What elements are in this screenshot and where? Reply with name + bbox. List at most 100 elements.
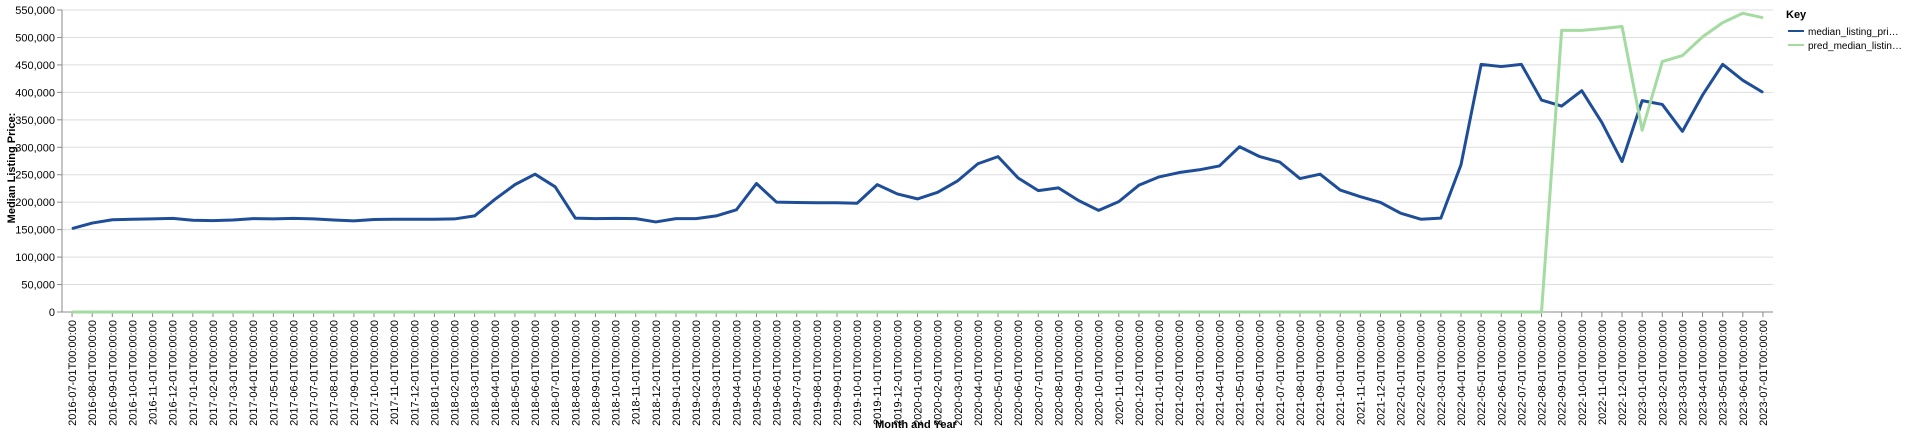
axes <box>57 9 1773 317</box>
data-point <box>534 311 536 313</box>
data-point <box>1561 29 1563 31</box>
x-tick-label: 2022-04-01T00:00:00 <box>1456 320 1468 426</box>
data-point <box>1098 311 1100 313</box>
x-tick-label: 2023-06-01T00:00:00 <box>1738 320 1750 426</box>
x-tick-label: 2021-06-01T00:00:00 <box>1255 320 1267 426</box>
data-point <box>554 186 556 188</box>
x-tick-label: 2021-11-01T00:00:00 <box>1355 320 1367 425</box>
x-tick-label: 2020-04-01T00:00:00 <box>973 320 985 426</box>
x-tick-label: 2020-08-01T00:00:00 <box>1053 320 1065 426</box>
data-point <box>1178 171 1180 174</box>
data-point <box>574 311 576 313</box>
data-point <box>1178 311 1180 313</box>
data-point <box>836 311 838 313</box>
data-point <box>1540 311 1543 313</box>
data-point <box>614 311 617 313</box>
x-tick-label: 2022-11-01T00:00:00 <box>1597 320 1609 425</box>
data-point <box>91 311 93 313</box>
data-point <box>453 311 456 313</box>
x-tick-label: 2016-10-01T00:00:00 <box>127 320 139 426</box>
data-point <box>1319 173 1321 175</box>
x-tick-label: 2021-12-01T00:00:00 <box>1375 320 1387 426</box>
x-tick-label: 2019-09-01T00:00:00 <box>832 320 844 426</box>
data-point <box>1701 36 1704 38</box>
data-point <box>1098 209 1100 212</box>
data-point <box>514 311 516 313</box>
y-tick-label: 300,000 <box>15 142 55 154</box>
x-tick-label: 2023-07-01T00:00:00 <box>1758 320 1770 426</box>
data-point <box>1460 164 1462 166</box>
legend-title: Key <box>1786 9 1807 21</box>
x-tick-label: 2023-04-01T00:00:00 <box>1698 320 1710 426</box>
x-tick-label: 2018-07-01T00:00:00 <box>550 320 562 426</box>
data-point <box>151 218 154 220</box>
data-point <box>71 311 73 313</box>
data-point <box>1621 160 1623 163</box>
data-point <box>111 219 113 221</box>
data-point <box>1339 189 1341 191</box>
data-point <box>1641 129 1643 131</box>
gridlines <box>62 9 1773 313</box>
x-tick-label: 2020-10-01T00:00:00 <box>1094 320 1106 426</box>
x-tick-label: 2022-09-01T00:00:00 <box>1557 320 1569 426</box>
x-tick-label: 2021-02-01T00:00:00 <box>1174 320 1186 426</box>
data-point <box>937 191 939 193</box>
x-tick-label: 2020-03-01T00:00:00 <box>953 320 965 426</box>
data-point <box>91 222 93 224</box>
x-tick-label: 2018-10-01T00:00:00 <box>611 320 623 426</box>
data-point <box>735 311 737 313</box>
data-point <box>1299 177 1301 180</box>
data-point <box>313 311 315 313</box>
series-lines <box>71 11 1764 314</box>
data-point <box>1118 201 1120 203</box>
data-point <box>272 311 274 313</box>
x-tick-label: 2018-12-01T00:00:00 <box>651 320 663 426</box>
x-tick-label: 2019-06-01T00:00:00 <box>772 320 784 426</box>
data-point <box>594 311 597 313</box>
y-tick-label: 400,000 <box>15 87 55 99</box>
x-tick-label: 2017-01-01T00:00:00 <box>188 320 200 426</box>
x-tick-label: 2018-09-01T00:00:00 <box>590 320 602 426</box>
data-point <box>1198 311 1200 313</box>
data-point <box>172 311 174 313</box>
data-point <box>1681 130 1684 132</box>
data-point <box>1037 190 1039 192</box>
data-point <box>111 311 113 313</box>
data-point <box>252 311 254 313</box>
data-point <box>1722 63 1724 65</box>
x-tick-label: 2017-08-01T00:00:00 <box>329 320 341 426</box>
legend: Key median_listing_pri… pred_median_list… <box>1786 9 1902 52</box>
data-point <box>695 218 697 220</box>
data-point <box>1661 103 1663 106</box>
data-point <box>1238 146 1241 148</box>
x-tick-label: 2022-07-01T00:00:00 <box>1516 320 1528 426</box>
data-point <box>816 311 818 313</box>
data-point <box>1379 311 1382 313</box>
data-point <box>836 202 838 204</box>
data-point <box>655 311 657 313</box>
x-tick-label: 2020-11-01T00:00:00 <box>1114 320 1126 425</box>
data-point <box>1400 212 1402 214</box>
x-tick-label: 2018-06-01T00:00:00 <box>530 320 542 426</box>
x-tick-label: 2017-09-01T00:00:00 <box>349 320 361 426</box>
data-point <box>1279 161 1281 163</box>
data-point <box>1400 311 1402 313</box>
data-point <box>1017 177 1019 179</box>
x-tick-label: 2019-02-01T00:00:00 <box>691 320 703 426</box>
x-tick-label: 2016-08-01T00:00:00 <box>87 320 99 426</box>
data-point <box>1742 12 1744 14</box>
y-tick-label: 450,000 <box>15 60 55 72</box>
data-point <box>1218 165 1221 167</box>
data-point <box>353 220 355 222</box>
data-point <box>957 180 959 182</box>
y-tick-label: 100,000 <box>15 252 55 264</box>
x-tick-label: 2017-06-01T00:00:00 <box>288 320 300 426</box>
data-point <box>896 311 898 313</box>
data-point <box>373 218 375 221</box>
data-point <box>916 311 919 313</box>
x-tick-label: 2021-07-01T00:00:00 <box>1275 320 1287 426</box>
data-point <box>876 184 878 186</box>
data-point <box>1520 311 1522 313</box>
x-tick-label: 2022-05-01T00:00:00 <box>1476 320 1488 426</box>
